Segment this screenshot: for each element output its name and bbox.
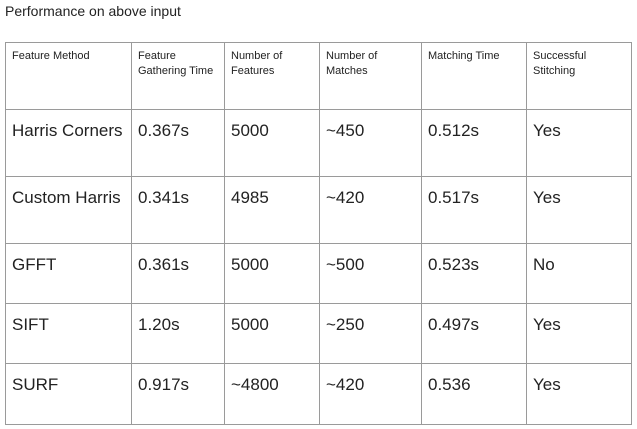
header-number-of-matches: Number of Matches — [319, 42, 422, 110]
table-row: Custom Harris 0.341s 4985 ~420 0.517s Ye… — [5, 176, 632, 244]
cell-successful-stitching: No — [526, 243, 632, 304]
cell-number-of-matches: ~500 — [319, 243, 422, 304]
table-row: Harris Corners 0.367s 5000 ~450 0.512s Y… — [5, 109, 632, 177]
cell-number-of-matches: ~250 — [319, 303, 422, 364]
table-header-row: Feature Method Feature Gathering Time Nu… — [5, 42, 632, 110]
cell-feature-method: SIFT — [5, 303, 132, 364]
cell-number-of-features: 5000 — [224, 109, 320, 177]
cell-feature-gathering-time: 0.367s — [131, 109, 225, 177]
performance-table: Feature Method Feature Gathering Time Nu… — [5, 42, 632, 425]
cell-matching-time: 0.523s — [421, 243, 527, 304]
cell-successful-stitching: Yes — [526, 176, 632, 244]
cell-successful-stitching: Yes — [526, 303, 632, 364]
cell-feature-method: Custom Harris — [5, 176, 132, 244]
page-caption: Performance on above input — [5, 3, 181, 19]
header-feature-method: Feature Method — [5, 42, 132, 110]
cell-number-of-features: 4985 — [224, 176, 320, 244]
table-row: SURF 0.917s ~4800 ~420 0.536 Yes — [5, 363, 632, 425]
table-row: SIFT 1.20s 5000 ~250 0.497s Yes — [5, 303, 632, 364]
cell-matching-time: 0.517s — [421, 176, 527, 244]
cell-number-of-features: ~4800 — [224, 363, 320, 425]
cell-matching-time: 0.512s — [421, 109, 527, 177]
cell-successful-stitching: Yes — [526, 109, 632, 177]
cell-feature-gathering-time: 1.20s — [131, 303, 225, 364]
cell-matching-time: 0.497s — [421, 303, 527, 364]
cell-number-of-matches: ~420 — [319, 363, 422, 425]
cell-feature-method: SURF — [5, 363, 132, 425]
header-matching-time: Matching Time — [421, 42, 527, 110]
cell-number-of-features: 5000 — [224, 303, 320, 364]
cell-feature-gathering-time: 0.341s — [131, 176, 225, 244]
cell-number-of-features: 5000 — [224, 243, 320, 304]
cell-number-of-matches: ~450 — [319, 109, 422, 177]
cell-feature-gathering-time: 0.917s — [131, 363, 225, 425]
cell-feature-method: GFFT — [5, 243, 132, 304]
cell-matching-time: 0.536 — [421, 363, 527, 425]
table-row: GFFT 0.361s 5000 ~500 0.523s No — [5, 243, 632, 304]
cell-feature-method: Harris Corners — [5, 109, 132, 177]
header-number-of-features: Number of Features — [224, 42, 320, 110]
cell-feature-gathering-time: 0.361s — [131, 243, 225, 304]
cell-number-of-matches: ~420 — [319, 176, 422, 244]
header-successful-stitching: Successful Stitching — [526, 42, 632, 110]
header-feature-gathering-time: Feature Gathering Time — [131, 42, 225, 110]
cell-successful-stitching: Yes — [526, 363, 632, 425]
